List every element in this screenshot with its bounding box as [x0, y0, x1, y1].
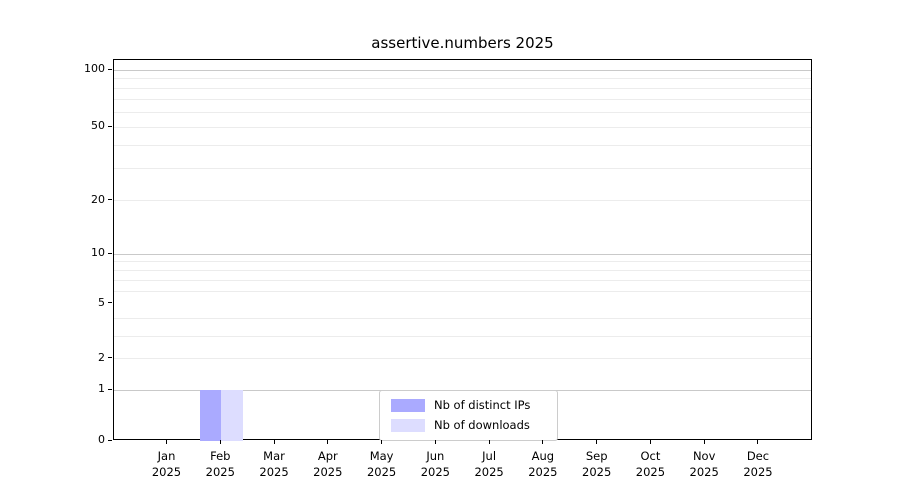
- major-gridline: [114, 253, 811, 255]
- x-tick-mark: [273, 440, 275, 444]
- y-tick-mark: [108, 125, 112, 127]
- x-tick-mark: [757, 440, 759, 444]
- x-tick-year: 2025: [635, 464, 666, 479]
- x-tick-mark: [488, 440, 490, 444]
- x-tick-label: Feb 2025: [188, 449, 252, 480]
- x-tick-month: Jan: [157, 449, 176, 463]
- y-tick-label: 50: [91, 119, 105, 132]
- x-tick-label: Sep 2025: [565, 449, 629, 480]
- minor-gridline: [114, 261, 811, 263]
- x-tick-mark: [542, 440, 544, 444]
- x-tick-label: Mar 2025: [242, 449, 306, 480]
- x-tick-label: Dec 2025: [726, 449, 790, 480]
- y-tick-mark: [108, 439, 112, 441]
- legend-label: Nb of downloads: [434, 418, 530, 432]
- bar: [221, 390, 243, 441]
- y-tick-label: 5: [98, 295, 105, 309]
- minor-gridline: [114, 358, 811, 360]
- minor-gridline: [114, 78, 811, 80]
- minor-gridline: [114, 126, 811, 128]
- bar: [199, 390, 222, 441]
- minor-gridline: [114, 144, 811, 146]
- legend-label: Nb of distinct IPs: [434, 398, 531, 412]
- x-tick-label: Jul 2025: [457, 449, 521, 480]
- minor-gridline: [114, 167, 811, 169]
- x-tick-label: Oct 2025: [618, 449, 682, 480]
- minor-gridline: [114, 270, 811, 272]
- x-tick-month: Jun: [426, 449, 445, 463]
- legend-swatch: [391, 399, 425, 412]
- y-tick-mark: [108, 252, 112, 254]
- minor-gridline: [114, 290, 811, 292]
- x-tick-year: 2025: [689, 464, 719, 479]
- x-tick-label: Apr 2025: [296, 449, 360, 480]
- y-tick-label: 2: [98, 350, 105, 364]
- minor-gridline: [114, 279, 811, 281]
- minor-gridline: [114, 200, 811, 202]
- x-tick-month: May: [369, 449, 394, 463]
- x-tick-month: Sep: [585, 449, 608, 463]
- y-tick-mark: [108, 68, 112, 70]
- legend-entry: Nb of downloads: [391, 417, 548, 434]
- chart-title: assertive.numbers 2025: [371, 34, 554, 52]
- legend: Nb of distinct IPs Nb of downloads: [379, 390, 558, 441]
- y-tick-mark: [108, 357, 112, 359]
- legend-entry: Nb of distinct IPs: [391, 397, 548, 414]
- minor-gridline: [114, 111, 811, 113]
- x-tick-year: 2025: [582, 464, 612, 479]
- y-tick-label: 1: [98, 382, 105, 396]
- x-tick-month: Jul: [482, 449, 497, 463]
- x-tick-month: Apr: [317, 449, 338, 463]
- y-tick-label: 20: [91, 192, 105, 206]
- x-tick-month: Nov: [692, 449, 716, 463]
- x-tick-mark: [703, 440, 705, 444]
- x-tick-month: Aug: [531, 449, 555, 463]
- x-tick-label: Jun 2025: [403, 449, 467, 480]
- y-tick-mark: [108, 388, 112, 390]
- x-tick-label: Aug 2025: [511, 449, 575, 480]
- x-tick-year: 2025: [259, 464, 289, 479]
- y-tick-label: 0: [98, 433, 105, 446]
- x-tick-year: 2025: [420, 464, 450, 479]
- x-tick-label: Jan 2025: [135, 449, 199, 480]
- x-tick-mark: [649, 440, 651, 444]
- x-tick-mark: [219, 440, 221, 444]
- y-tick-label: 100: [84, 62, 105, 75]
- major-gridline: [114, 69, 811, 71]
- y-tick-mark: [108, 302, 112, 304]
- x-tick-year: 2025: [151, 464, 182, 479]
- minor-gridline: [114, 335, 811, 337]
- x-tick-mark: [166, 440, 167, 444]
- x-tick-label: May 2025: [350, 449, 414, 480]
- x-tick-month: Oct: [640, 449, 661, 463]
- plot-area: Nb of distinct IPs Nb of downloads: [113, 59, 812, 441]
- x-tick-mark: [596, 440, 598, 444]
- x-tick-month: Dec: [746, 449, 770, 463]
- x-tick-mark: [381, 440, 383, 444]
- minor-gridline: [114, 98, 811, 100]
- y-tick-label: 10: [91, 246, 105, 260]
- minor-gridline: [114, 317, 811, 319]
- x-tick-year: 2025: [474, 464, 504, 479]
- y-tick-mark: [108, 199, 112, 201]
- x-tick-year: 2025: [366, 464, 397, 479]
- x-tick-month: Mar: [263, 449, 285, 463]
- x-tick-year: 2025: [313, 464, 343, 479]
- x-tick-year: 2025: [743, 464, 773, 479]
- x-tick-year: 2025: [528, 464, 558, 479]
- x-tick-mark: [327, 440, 329, 444]
- minor-gridline: [114, 87, 811, 89]
- legend-swatch: [391, 419, 425, 432]
- x-tick-month: Feb: [210, 449, 231, 463]
- x-tick-mark: [434, 440, 436, 444]
- x-tick-year: 2025: [205, 464, 235, 479]
- x-tick-label: Nov 2025: [672, 449, 736, 480]
